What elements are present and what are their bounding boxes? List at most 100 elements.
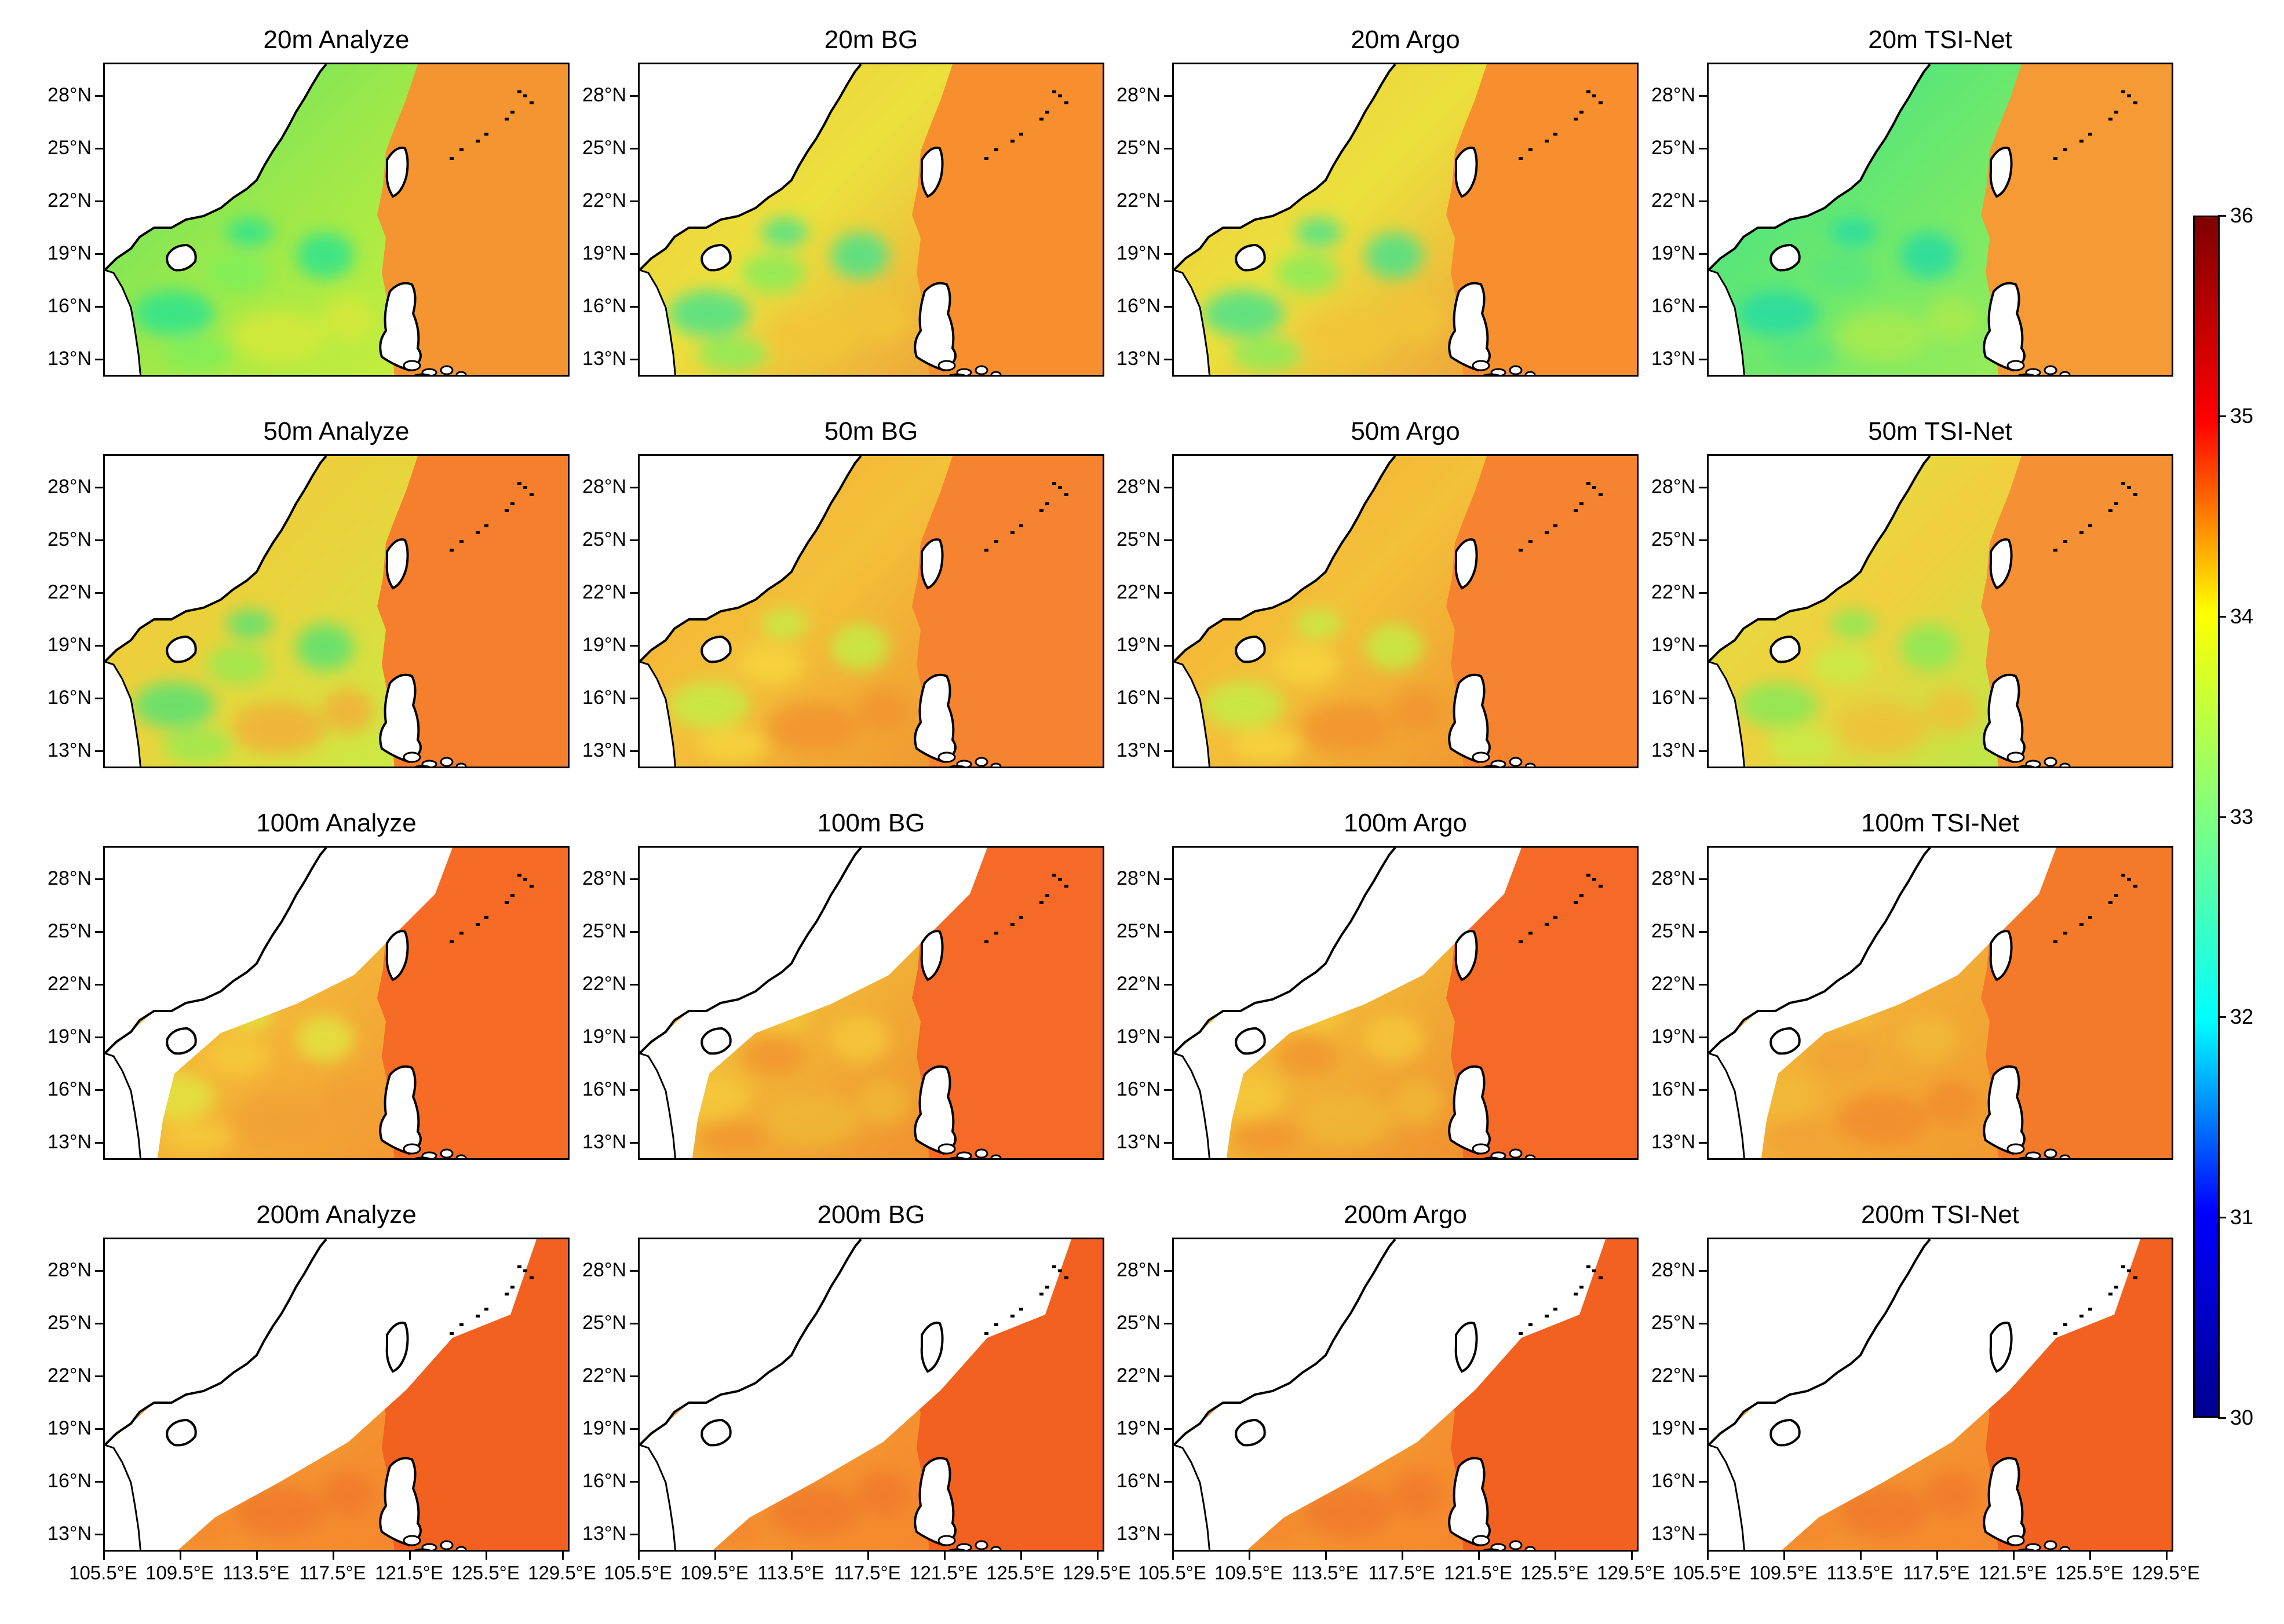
lat-tick-label: 25°N bbox=[1651, 1312, 1695, 1334]
small-island bbox=[1509, 757, 1523, 767]
ryukyu-island bbox=[2127, 94, 2131, 97]
eddy-feature bbox=[1365, 1016, 1423, 1062]
lat-tick-label: 19°N bbox=[582, 1417, 626, 1439]
map-panel bbox=[1707, 454, 2173, 768]
ryukyu-island bbox=[1586, 482, 1590, 485]
china-coastline bbox=[105, 456, 327, 663]
lon-tick-label: 125.5°E bbox=[451, 1562, 520, 1583]
lat-tick-label: 22°N bbox=[1651, 581, 1695, 603]
eddy-feature bbox=[831, 232, 889, 279]
land-mask bbox=[1174, 662, 1210, 767]
lat-tick-label: 13°N bbox=[1651, 739, 1695, 761]
lon-tick-mark bbox=[1172, 1552, 1174, 1560]
land-mask bbox=[105, 456, 326, 662]
lon-tick-mark bbox=[1707, 1552, 1709, 1560]
ryukyu-island bbox=[1545, 923, 1549, 926]
luzon-island bbox=[914, 1457, 957, 1547]
china-coastline bbox=[1174, 64, 1396, 271]
ryukyu-island bbox=[2133, 493, 2137, 496]
eddy-feature bbox=[1900, 1016, 1958, 1062]
lat-tick-label: 22°N bbox=[48, 581, 92, 603]
china-coastline bbox=[640, 64, 862, 271]
eddy-feature bbox=[698, 337, 767, 371]
small-island bbox=[2006, 1535, 2025, 1546]
lat-tick-label: 13°N bbox=[1117, 348, 1161, 370]
lat-tick-label: 28°N bbox=[582, 476, 626, 498]
small-island bbox=[1483, 1156, 1500, 1158]
colorbar-tick-label: 34 bbox=[2230, 604, 2254, 628]
lat-tick-mark bbox=[630, 1481, 638, 1483]
ryukyu-island bbox=[530, 101, 534, 104]
lon-tick-label: 109.5°E bbox=[145, 1562, 214, 1583]
eddy-feature bbox=[1926, 689, 1978, 733]
lat-tick-label: 25°N bbox=[48, 528, 92, 550]
ryukyu-island bbox=[2053, 549, 2057, 552]
map-panel bbox=[1172, 1238, 1639, 1552]
ryukyu-island bbox=[2053, 157, 2057, 160]
taiwan-island bbox=[1989, 538, 2013, 590]
eddy-feature bbox=[1365, 232, 1423, 279]
lat-tick-mark bbox=[630, 1534, 638, 1535]
eddy-feature bbox=[1810, 644, 1874, 685]
lat-tick-label: 13°N bbox=[1117, 739, 1161, 761]
lat-tick-mark bbox=[1699, 487, 1707, 488]
ryukyu-island bbox=[2063, 148, 2067, 151]
ryukyu-island bbox=[2063, 932, 2067, 935]
ryukyu-island bbox=[1039, 118, 1044, 121]
hainan-island bbox=[1769, 1418, 1801, 1447]
lat-tick-label: 25°N bbox=[582, 137, 626, 159]
lat-tick-mark bbox=[630, 306, 638, 308]
ryukyu-island bbox=[1019, 1308, 1023, 1311]
lat-tick-mark bbox=[1164, 95, 1172, 97]
lon-tick-mark bbox=[256, 1552, 258, 1560]
small-island bbox=[2025, 1151, 2041, 1158]
ryukyu-island bbox=[510, 111, 515, 114]
luzon-island bbox=[914, 673, 957, 764]
land-mask bbox=[1709, 662, 1745, 767]
luzon-island bbox=[1448, 1457, 1491, 1547]
eddy-feature bbox=[857, 689, 909, 733]
small-island bbox=[1483, 765, 1500, 767]
eddy-feature bbox=[1232, 728, 1301, 763]
small-island bbox=[2044, 757, 2057, 767]
lat-tick-mark bbox=[1164, 1323, 1172, 1324]
eddy-feature bbox=[1738, 682, 1819, 728]
lon-tick-mark bbox=[1936, 1552, 1938, 1560]
hainan-island bbox=[700, 1027, 732, 1055]
lat-tick-label: 19°N bbox=[1651, 242, 1695, 264]
lon-tick-label: 121.5°E bbox=[1979, 1562, 2047, 1583]
small-island bbox=[2017, 1548, 2035, 1550]
lat-tick-label: 13°N bbox=[48, 1523, 92, 1545]
lat-tick-label: 25°N bbox=[48, 920, 92, 942]
eddy-feature bbox=[232, 702, 325, 754]
eddy-feature bbox=[1900, 232, 1958, 279]
china-coastline bbox=[1174, 456, 1396, 663]
lat-tick-mark bbox=[1164, 878, 1172, 880]
lat-tick-label: 25°N bbox=[48, 1312, 92, 1334]
colorbar-tick-label: 31 bbox=[2230, 1205, 2254, 1229]
eddy-feature bbox=[206, 253, 270, 293]
ryukyu-island bbox=[2079, 531, 2084, 534]
lat-tick-label: 25°N bbox=[582, 920, 626, 942]
eddy-feature bbox=[1203, 290, 1284, 337]
ryukyu-island bbox=[523, 94, 527, 97]
lat-tick-label: 19°N bbox=[48, 634, 92, 656]
lat-tick-label: 28°N bbox=[1117, 84, 1161, 106]
lat-tick-mark bbox=[1699, 750, 1707, 752]
lat-tick-mark bbox=[95, 750, 103, 752]
ryukyu-island bbox=[1579, 111, 1584, 114]
lat-tick-label: 16°N bbox=[1651, 295, 1695, 317]
lon-tick-label: 129.5°E bbox=[528, 1562, 596, 1583]
land-mask bbox=[105, 64, 326, 270]
vietnam-coastline bbox=[105, 660, 141, 767]
eddy-feature bbox=[1926, 297, 1978, 341]
lat-tick-label: 22°N bbox=[1117, 581, 1161, 603]
eddy-feature bbox=[1203, 682, 1284, 728]
small-island bbox=[1524, 1154, 1536, 1158]
small-island bbox=[421, 1151, 437, 1158]
lon-tick-mark bbox=[2166, 1552, 2168, 1560]
lon-tick-mark bbox=[1097, 1552, 1099, 1560]
no-data-mask bbox=[1709, 1239, 2140, 1550]
map-panel bbox=[103, 846, 570, 1160]
ryukyu-island bbox=[523, 486, 527, 489]
